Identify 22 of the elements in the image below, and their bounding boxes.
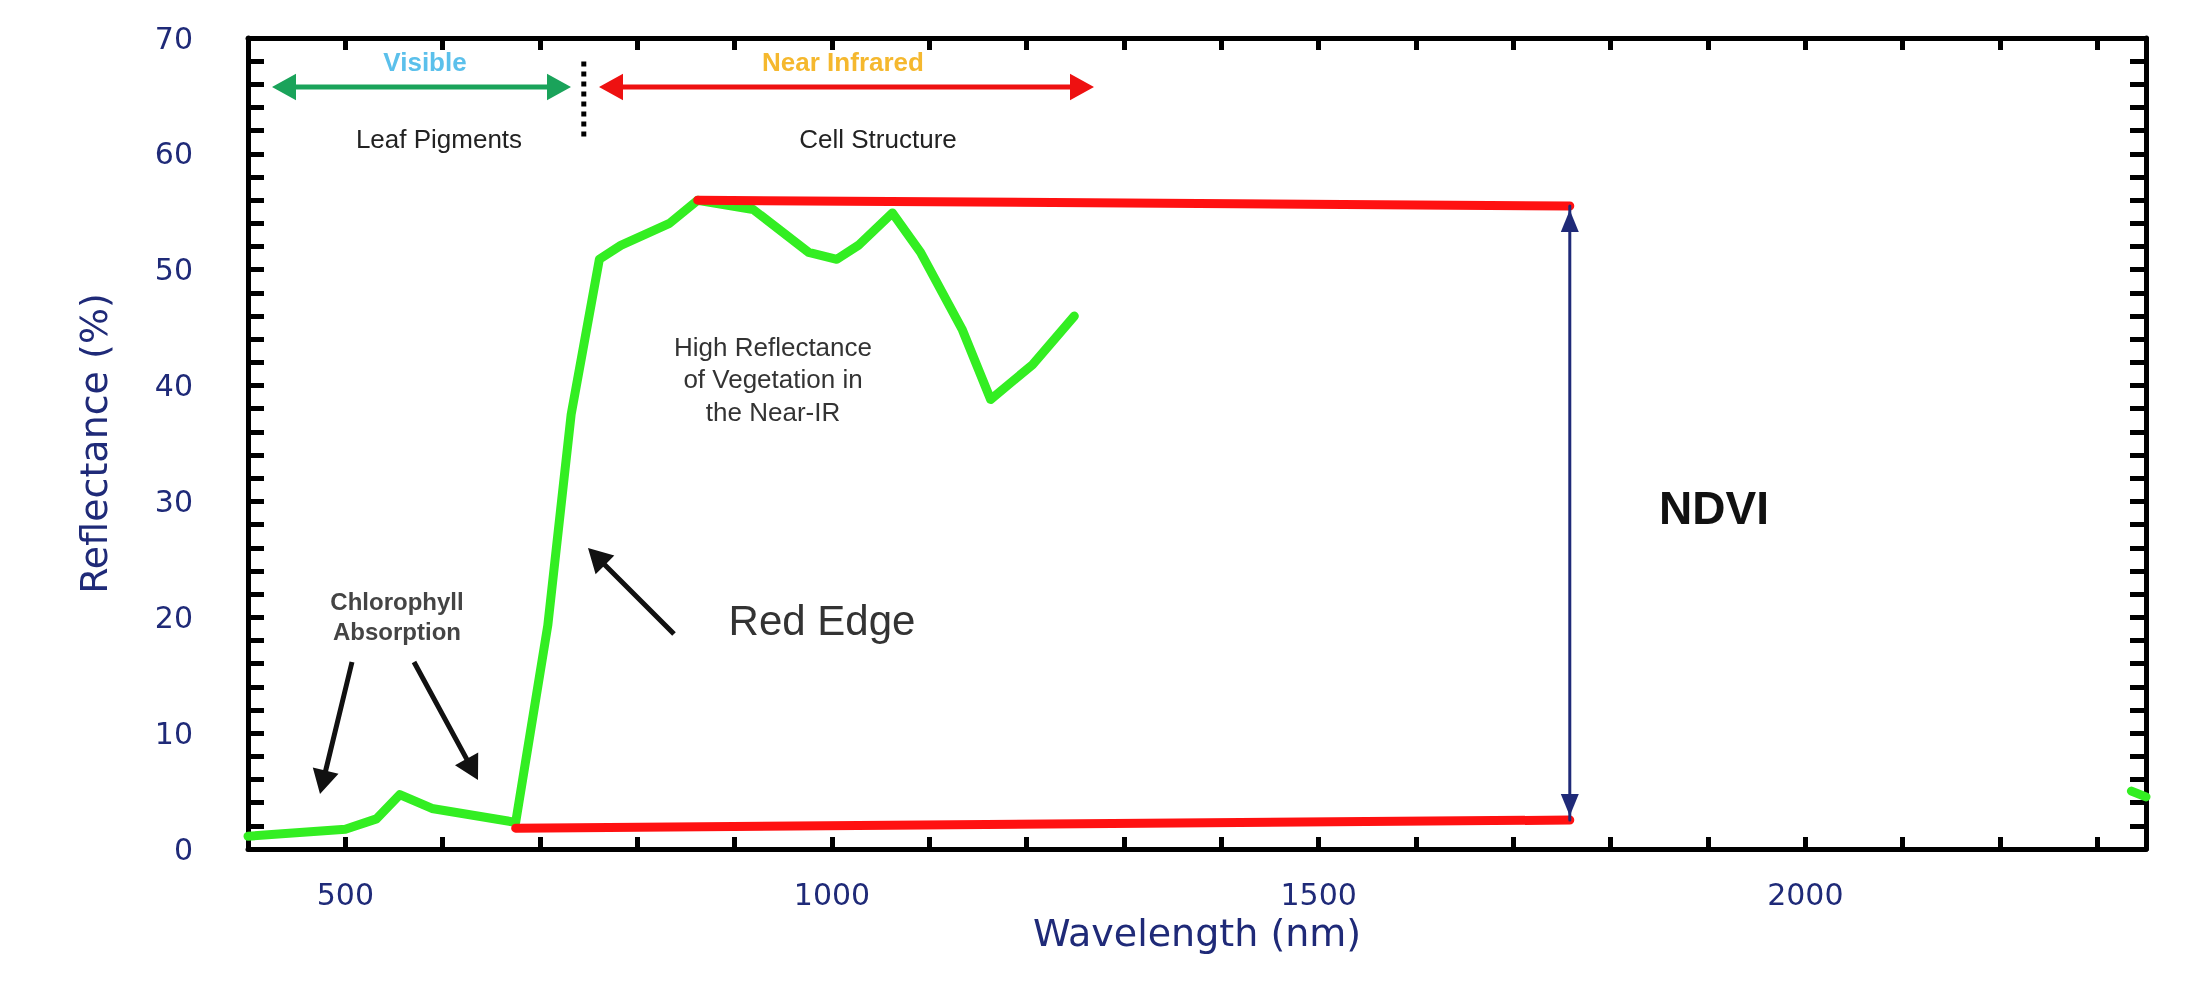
annotation: Leaf Pigments xyxy=(355,124,523,154)
y-axis-title: Reflectance (%) xyxy=(72,293,116,594)
x-axis-title: Wavelength (nm) xyxy=(1032,910,1362,955)
y-tick-label: 60 xyxy=(154,136,193,172)
y-tick-label: 70 xyxy=(154,20,193,56)
y-tick-label: 40 xyxy=(154,368,193,404)
annotation: Near Infrared xyxy=(762,47,924,77)
annotation: Chlorophyll Absorption xyxy=(330,587,464,645)
y-tick-label: 0 xyxy=(173,831,193,867)
annotation: NDVI xyxy=(1659,482,1769,534)
y-tick-label: 10 xyxy=(154,715,193,751)
x-tick-label: 1000 xyxy=(793,876,871,912)
x-tick-label: 2000 xyxy=(1767,876,1844,912)
x-tick-label: 1500 xyxy=(1280,876,1357,912)
annotation: Cell Structure xyxy=(799,124,957,154)
y-tick-label: 50 xyxy=(154,252,193,288)
y-tick-label: 30 xyxy=(154,483,193,519)
annotation: High Reflectance of Vegetation in the Near-IR xyxy=(674,331,872,427)
annotation: Red Edge xyxy=(728,596,916,644)
x-tick-label: 500 xyxy=(316,876,374,912)
y-tick-label: 20 xyxy=(154,599,193,635)
annotation: Visible xyxy=(383,47,467,77)
